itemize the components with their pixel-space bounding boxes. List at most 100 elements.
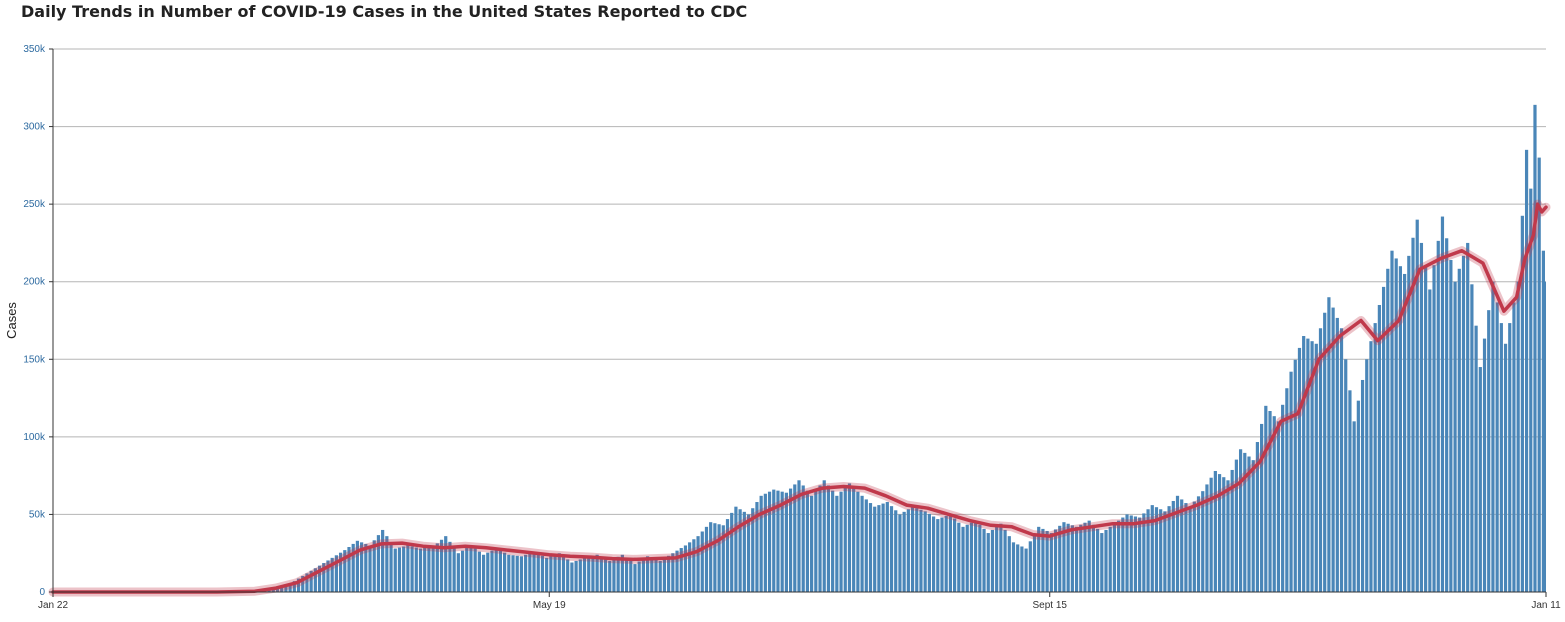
bar bbox=[826, 485, 831, 592]
bar bbox=[801, 485, 805, 592]
bar bbox=[814, 490, 818, 592]
bar bbox=[1150, 505, 1154, 592]
bar bbox=[1289, 371, 1293, 592]
bar bbox=[372, 540, 376, 592]
bar bbox=[629, 560, 633, 592]
bar bbox=[1398, 266, 1403, 592]
x-tick-label: Sept 15 bbox=[1032, 600, 1067, 611]
bar bbox=[974, 520, 978, 592]
bar bbox=[1365, 359, 1369, 592]
bar bbox=[1297, 347, 1302, 592]
bar bbox=[1032, 534, 1037, 592]
bar bbox=[927, 513, 931, 592]
bar bbox=[1213, 470, 1217, 592]
bar-series bbox=[221, 104, 1546, 593]
bar bbox=[1533, 104, 1537, 592]
bar bbox=[978, 524, 982, 592]
bar bbox=[1306, 338, 1310, 592]
bar bbox=[856, 491, 860, 592]
bar bbox=[515, 555, 519, 592]
bar bbox=[1079, 524, 1083, 592]
bar bbox=[667, 555, 671, 592]
bar bbox=[839, 491, 843, 592]
bar bbox=[1125, 514, 1129, 592]
bar bbox=[717, 524, 721, 592]
bar bbox=[1192, 501, 1196, 592]
bar bbox=[931, 516, 936, 592]
bar bbox=[309, 570, 313, 592]
bar bbox=[540, 555, 545, 592]
bar bbox=[1112, 523, 1117, 592]
bar bbox=[1487, 310, 1491, 592]
bar bbox=[1407, 255, 1411, 592]
bar bbox=[1369, 341, 1373, 592]
bar bbox=[936, 519, 940, 592]
bar bbox=[624, 557, 629, 592]
bar bbox=[1142, 513, 1146, 592]
bar bbox=[1226, 480, 1230, 592]
bar bbox=[288, 583, 292, 592]
bar bbox=[1159, 509, 1163, 592]
bar bbox=[368, 545, 372, 592]
bar bbox=[679, 548, 683, 592]
bar bbox=[435, 543, 439, 592]
bar bbox=[1108, 526, 1112, 592]
bar bbox=[477, 551, 481, 592]
bar bbox=[734, 506, 738, 592]
bar bbox=[650, 557, 654, 592]
bar bbox=[612, 558, 616, 592]
bar bbox=[566, 559, 570, 592]
bar bbox=[965, 524, 969, 592]
bar bbox=[381, 529, 385, 592]
bar bbox=[486, 552, 490, 592]
bar bbox=[1272, 416, 1276, 592]
bar bbox=[688, 542, 692, 592]
bar bbox=[582, 557, 587, 592]
bar bbox=[742, 511, 746, 592]
bar bbox=[570, 562, 574, 592]
bar bbox=[1327, 297, 1331, 592]
bar bbox=[864, 499, 868, 592]
bar bbox=[1453, 281, 1457, 592]
bar bbox=[1138, 517, 1142, 592]
bar bbox=[1234, 459, 1238, 592]
bar bbox=[1318, 328, 1323, 592]
bar bbox=[498, 550, 503, 592]
axes bbox=[52, 49, 1546, 593]
bar bbox=[881, 503, 885, 592]
bar bbox=[313, 568, 317, 592]
bar bbox=[406, 545, 410, 592]
bar bbox=[1449, 259, 1453, 592]
bar bbox=[1478, 367, 1482, 592]
y-tick-label: 350k bbox=[23, 44, 46, 55]
bar bbox=[835, 495, 839, 592]
bar bbox=[494, 548, 498, 592]
bar bbox=[418, 548, 423, 592]
bar bbox=[751, 508, 755, 592]
bar bbox=[284, 585, 288, 592]
bar bbox=[347, 547, 351, 592]
bar bbox=[1087, 520, 1091, 592]
bar bbox=[528, 553, 532, 592]
bar bbox=[385, 536, 389, 592]
bar bbox=[1251, 460, 1255, 592]
bar bbox=[1175, 495, 1180, 592]
bar bbox=[1508, 323, 1512, 592]
bar bbox=[1163, 511, 1167, 592]
bar bbox=[1285, 388, 1289, 592]
bar bbox=[322, 563, 326, 592]
bar bbox=[317, 565, 322, 592]
bar bbox=[990, 529, 995, 592]
bar bbox=[1045, 530, 1049, 592]
bar bbox=[780, 491, 784, 592]
bar bbox=[944, 515, 948, 592]
bar bbox=[275, 588, 280, 592]
bar bbox=[439, 539, 444, 592]
bar bbox=[894, 510, 898, 592]
bar bbox=[1066, 523, 1070, 592]
bar bbox=[469, 545, 473, 592]
bar bbox=[608, 560, 612, 592]
bar bbox=[1041, 528, 1045, 592]
bar bbox=[1154, 507, 1159, 592]
